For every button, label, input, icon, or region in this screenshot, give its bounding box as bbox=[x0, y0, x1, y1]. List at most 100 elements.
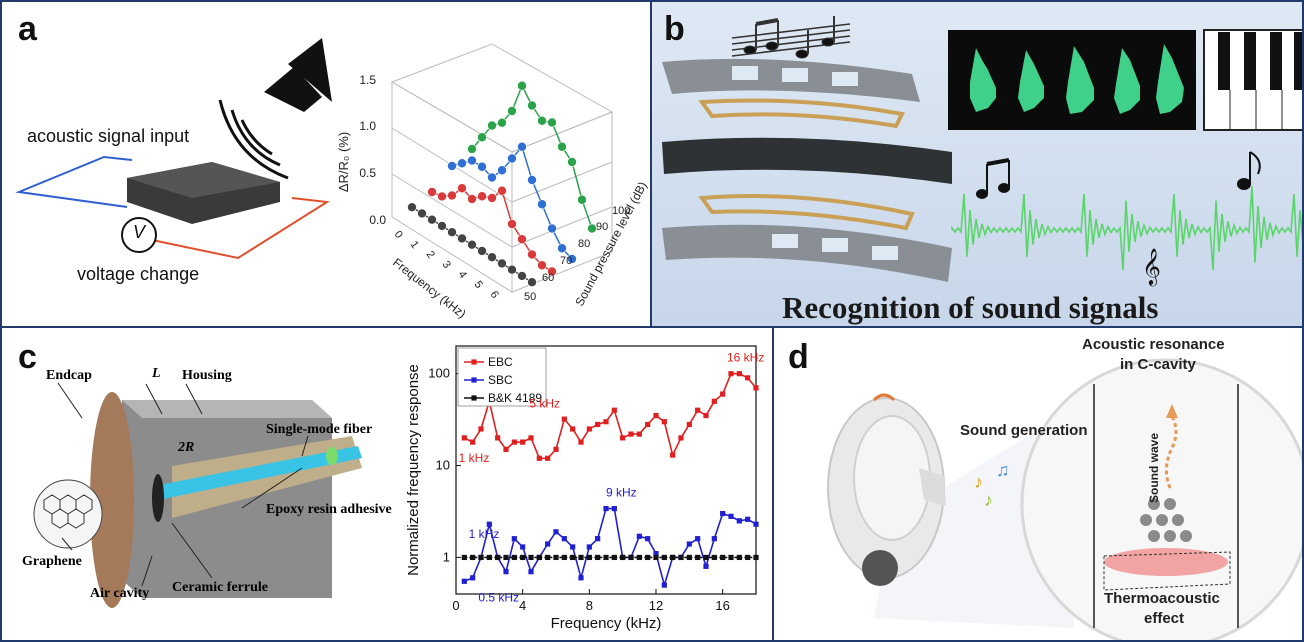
chart-c-point bbox=[728, 513, 734, 519]
label-epoxy: Epoxy resin adhesive bbox=[266, 502, 392, 517]
graphene-glow bbox=[1103, 548, 1231, 591]
chart-c-point bbox=[720, 554, 726, 561]
chart-c-point bbox=[470, 439, 476, 445]
chart-c-point bbox=[703, 554, 709, 561]
chart-c-point bbox=[486, 521, 492, 527]
chart-c-point bbox=[470, 575, 476, 581]
svg-text:50: 50 bbox=[524, 291, 536, 303]
chart-c-xtick-label: 8 bbox=[586, 598, 593, 613]
sound-signal-trace bbox=[951, 185, 1302, 270]
chart-c-xlabel: Frequency (kHz) bbox=[551, 615, 662, 632]
chart-a-point bbox=[487, 193, 497, 203]
speaker-icon bbox=[218, 38, 332, 180]
chart-c-point bbox=[695, 407, 701, 413]
chart-c-point bbox=[503, 446, 509, 452]
svg-text:♪: ♪ bbox=[974, 472, 983, 492]
svg-text:♪: ♪ bbox=[984, 490, 993, 510]
chart-c-point bbox=[678, 435, 684, 441]
piano-keys-icon bbox=[1203, 29, 1302, 131]
label-ceramic-ferrule: Ceramic ferrule bbox=[172, 580, 268, 595]
svg-text:70: 70 bbox=[560, 255, 572, 267]
chart-c-point bbox=[661, 582, 667, 588]
chart-a-point bbox=[437, 221, 447, 231]
chart-c-legend-label: B&K 4189 bbox=[488, 391, 542, 405]
chart-a-ylabel: ΔR/R₀ (%) bbox=[336, 132, 351, 192]
chart-a-point bbox=[407, 202, 417, 212]
panel-a: a bbox=[0, 0, 652, 328]
chart-a-point bbox=[587, 223, 597, 234]
chart-c-point bbox=[461, 578, 467, 584]
light-rays bbox=[874, 408, 1074, 628]
chart-c-annotation: 1 kHz bbox=[459, 451, 490, 465]
chart-c-point bbox=[645, 421, 651, 428]
chart-a-point bbox=[537, 199, 547, 210]
chart-c-point bbox=[520, 439, 526, 445]
voltmeter-symbol: V bbox=[133, 222, 146, 242]
label-radius: 2R bbox=[178, 440, 195, 455]
svg-text:80: 80 bbox=[578, 238, 590, 250]
chart-c-point bbox=[470, 554, 476, 561]
svg-text:2: 2 bbox=[424, 249, 437, 261]
chart-c-point bbox=[603, 505, 609, 512]
chart-c-point bbox=[711, 536, 717, 542]
chart-c-xtick-label: 12 bbox=[649, 598, 663, 613]
chart-a-ytick: 0.0 bbox=[369, 213, 386, 227]
svg-text:60: 60 bbox=[542, 272, 554, 284]
chart-c-point bbox=[645, 554, 651, 561]
chart-c-point bbox=[495, 554, 501, 561]
panel-c-diagram bbox=[33, 382, 362, 608]
svg-text:90: 90 bbox=[596, 221, 608, 233]
sound-signal-path bbox=[951, 185, 1302, 270]
chart-c-point bbox=[578, 575, 584, 581]
chart-a-point bbox=[557, 243, 567, 254]
chart-c-point bbox=[678, 554, 684, 561]
circuit-loop-blue bbox=[15, 155, 133, 208]
chart-c-annotation: 0.5 kHz bbox=[478, 590, 519, 604]
chart-a-point bbox=[517, 234, 527, 245]
chart-c-annotation: 9 kHz bbox=[606, 486, 637, 500]
chart-a-frame bbox=[390, 43, 614, 293]
chart-c-annotation: 5 kHz bbox=[529, 397, 560, 411]
chart-c-point bbox=[611, 505, 617, 512]
chart-c-point bbox=[703, 563, 709, 569]
acoustic-input-label: acoustic signal input bbox=[27, 126, 190, 146]
chart-c-point bbox=[528, 569, 534, 575]
chart-c-point bbox=[653, 551, 659, 557]
chart-a-point bbox=[537, 260, 547, 271]
chart-a-ytick: 1.0 bbox=[359, 119, 376, 133]
chart-c-point bbox=[570, 544, 576, 550]
chart-c-point bbox=[711, 398, 717, 404]
chart-a-point bbox=[427, 187, 437, 197]
sound-generation-label: Sound generation bbox=[960, 422, 1088, 439]
single-mode-fiber bbox=[154, 446, 362, 500]
chart-c-point bbox=[503, 569, 509, 575]
chart-a-point bbox=[427, 214, 437, 225]
chart-c-point bbox=[728, 371, 734, 377]
c-cavity-circle bbox=[1020, 358, 1302, 640]
sound-wave-label: Sound wave bbox=[1147, 433, 1161, 503]
chart-a-point bbox=[487, 172, 497, 183]
chart-c-point bbox=[586, 554, 592, 561]
chart-c-point bbox=[653, 554, 659, 561]
chart-c-point bbox=[578, 554, 584, 561]
chart-c-annotation: 16 kHz bbox=[727, 351, 764, 365]
chart-a-point bbox=[467, 155, 477, 166]
chart-c-point bbox=[586, 426, 592, 432]
chart-c-point bbox=[586, 544, 592, 550]
title-line-1: Acoustic resonance bbox=[1082, 336, 1225, 353]
title-line-2: in C-cavity bbox=[1120, 356, 1196, 373]
chart-c-point bbox=[653, 412, 659, 419]
effect-line-2: effect bbox=[1144, 610, 1185, 627]
chart-a-point bbox=[447, 161, 457, 171]
air-cavity bbox=[152, 474, 164, 522]
svg-text:4: 4 bbox=[456, 269, 469, 281]
chart-c-point bbox=[578, 439, 584, 445]
chart-a-point bbox=[567, 157, 577, 167]
device-layer-bottom bbox=[662, 224, 952, 282]
chart-a-point bbox=[417, 208, 427, 219]
caption-recognition: Recognition of sound signals bbox=[782, 290, 1159, 325]
chart-a-point bbox=[507, 106, 517, 116]
chart-c-xtick-label: 4 bbox=[519, 598, 526, 613]
chart-c-point bbox=[628, 431, 634, 437]
device-electrode-top bbox=[698, 98, 905, 129]
